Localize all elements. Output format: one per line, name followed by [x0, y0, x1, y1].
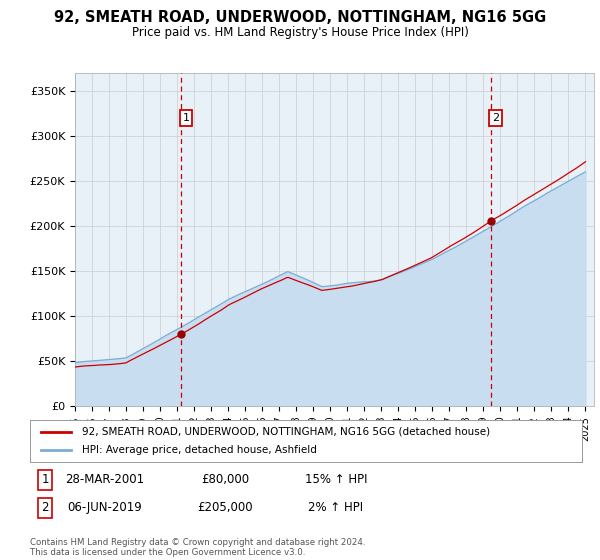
- Text: 06-JUN-2019: 06-JUN-2019: [68, 501, 142, 515]
- Text: 92, SMEATH ROAD, UNDERWOOD, NOTTINGHAM, NG16 5GG (detached house): 92, SMEATH ROAD, UNDERWOOD, NOTTINGHAM, …: [82, 427, 491, 437]
- Text: 2: 2: [492, 113, 499, 123]
- Text: £205,000: £205,000: [197, 501, 253, 515]
- Text: 2: 2: [41, 501, 49, 515]
- Text: Price paid vs. HM Land Registry's House Price Index (HPI): Price paid vs. HM Land Registry's House …: [131, 26, 469, 39]
- Text: £80,000: £80,000: [201, 473, 249, 487]
- Text: 28-MAR-2001: 28-MAR-2001: [65, 473, 145, 487]
- Text: HPI: Average price, detached house, Ashfield: HPI: Average price, detached house, Ashf…: [82, 445, 317, 455]
- Text: 15% ↑ HPI: 15% ↑ HPI: [305, 473, 367, 487]
- Text: Contains HM Land Registry data © Crown copyright and database right 2024.
This d: Contains HM Land Registry data © Crown c…: [30, 538, 365, 557]
- Text: 1: 1: [182, 113, 190, 123]
- Text: 2% ↑ HPI: 2% ↑ HPI: [308, 501, 364, 515]
- Text: 1: 1: [41, 473, 49, 487]
- Text: 92, SMEATH ROAD, UNDERWOOD, NOTTINGHAM, NG16 5GG: 92, SMEATH ROAD, UNDERWOOD, NOTTINGHAM, …: [54, 10, 546, 25]
